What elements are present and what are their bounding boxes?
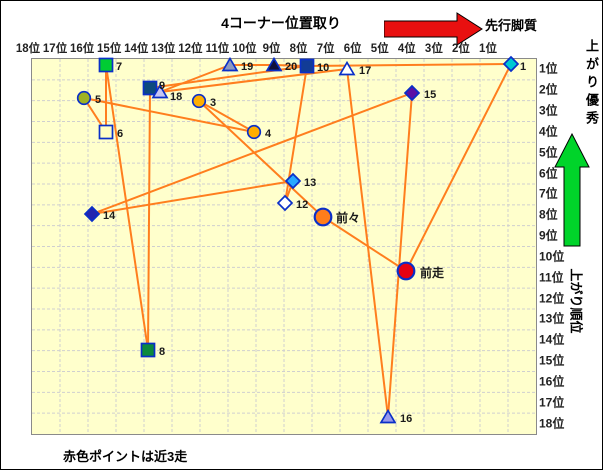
right-arrow-icon xyxy=(384,12,483,46)
footnote: 赤色ポイントは近3走 xyxy=(63,449,188,464)
point-4 xyxy=(246,124,262,140)
x-tick-4位: 4位 xyxy=(397,43,416,55)
point-label-6: 6 xyxy=(117,128,123,140)
y-tick-10位: 10位 xyxy=(539,249,565,264)
chart-title: 4コーナー位置取り xyxy=(221,15,341,31)
y-tick-17位: 17位 xyxy=(539,395,565,410)
point-6 xyxy=(98,124,114,140)
up-arrow-icon xyxy=(554,133,590,247)
point-label-18: 18 xyxy=(170,91,182,103)
x-tick-12位: 12位 xyxy=(178,43,203,55)
x-tick-16位: 16位 xyxy=(69,43,95,55)
point-label-10: 10 xyxy=(317,62,329,74)
point-label-19: 19 xyxy=(241,61,253,73)
y-tick-15位: 15位 xyxy=(539,353,565,368)
point-label-8: 8 xyxy=(159,346,165,358)
y-tick-16位: 16位 xyxy=(539,374,565,389)
x-tick-13位: 13位 xyxy=(151,43,176,55)
point-20 xyxy=(265,56,283,72)
agari-rank-label: 上がり順位 xyxy=(568,268,584,334)
x-tick-17位: 17位 xyxy=(42,43,68,55)
y-tick-4位: 4位 xyxy=(539,124,558,139)
y-tick-2位: 2位 xyxy=(539,82,558,97)
point-19 xyxy=(221,56,239,72)
point-9 xyxy=(142,80,158,96)
point-label-16: 16 xyxy=(400,413,412,425)
lead-style-arrow-icon xyxy=(384,12,483,46)
y-tick-11位: 11位 xyxy=(539,270,564,285)
point-label-前々: 前々 xyxy=(336,210,360,225)
point-label-15: 15 xyxy=(424,89,436,101)
y-tick-9位: 9位 xyxy=(539,228,558,243)
y-tick-3位: 3位 xyxy=(539,103,558,118)
lead-style-label: 先行脚質 xyxy=(485,18,538,33)
point-label-前走: 前走 xyxy=(420,265,444,280)
point-5 xyxy=(76,90,92,106)
x-tick-7位: 7位 xyxy=(316,43,335,55)
point-13 xyxy=(284,172,302,190)
x-tick-1位: 1位 xyxy=(479,43,497,55)
y-tick-13位: 13位 xyxy=(539,311,565,326)
y-tick-6位: 6位 xyxy=(539,166,558,181)
point-前走 xyxy=(396,261,416,281)
point-label-7: 7 xyxy=(116,61,122,73)
point-16 xyxy=(379,408,397,424)
x-tick-9位: 9位 xyxy=(262,43,281,55)
point-label-12: 12 xyxy=(296,199,308,211)
point-label-5: 5 xyxy=(95,94,101,106)
point-18 xyxy=(151,83,169,99)
y-tick-8位: 8位 xyxy=(539,207,558,222)
point-label-9: 9 xyxy=(159,80,165,92)
point-label-14: 14 xyxy=(103,210,116,222)
x-tick-18位: 18位 xyxy=(15,43,41,55)
point-3 xyxy=(191,93,207,109)
x-tick-8位: 8位 xyxy=(289,43,308,55)
point-label-3: 3 xyxy=(210,97,216,109)
gridlines xyxy=(32,59,536,434)
point-8 xyxy=(140,342,156,358)
x-tick-5位: 5位 xyxy=(370,43,389,55)
point-14 xyxy=(83,205,101,223)
x-tick-11位: 11位 xyxy=(205,43,230,55)
point-10 xyxy=(299,58,315,74)
agari-up-arrow-icon xyxy=(554,133,590,247)
y-tick-18位: 18位 xyxy=(539,416,565,431)
point-前々 xyxy=(313,207,333,227)
y-tick-7位: 7位 xyxy=(539,186,558,201)
point-label-1: 1 xyxy=(520,61,526,73)
y-tick-5位: 5位 xyxy=(539,145,558,160)
point-1 xyxy=(502,55,520,73)
y-tick-14位: 14位 xyxy=(539,332,565,347)
point-17 xyxy=(338,60,356,76)
agari-excellent-label: 上がり優秀 xyxy=(584,39,599,129)
plot-area: 7 9 18 5 3 19 20 10 17 1 15 6 4 13 12 14 8 16 前々前走 xyxy=(31,55,537,435)
x-tick-10位: 10位 xyxy=(232,43,257,55)
y-tick-1位: 1位 xyxy=(539,61,558,76)
markers xyxy=(76,55,520,424)
x-tick-15位: 15位 xyxy=(97,43,122,55)
point-label-4: 4 xyxy=(265,128,272,140)
x-tick-2位: 2位 xyxy=(451,43,470,55)
x-tick-14位: 14位 xyxy=(124,43,149,55)
point-label-20: 20 xyxy=(285,61,297,73)
point-label-17: 17 xyxy=(359,65,371,77)
x-tick-6位: 6位 xyxy=(343,43,362,55)
point-15 xyxy=(403,84,421,102)
point-12 xyxy=(276,194,294,212)
point-label-13: 13 xyxy=(304,177,316,189)
y-tick-12位: 12位 xyxy=(539,291,565,306)
x-tick-3位: 3位 xyxy=(424,43,443,55)
point-7 xyxy=(98,57,114,73)
